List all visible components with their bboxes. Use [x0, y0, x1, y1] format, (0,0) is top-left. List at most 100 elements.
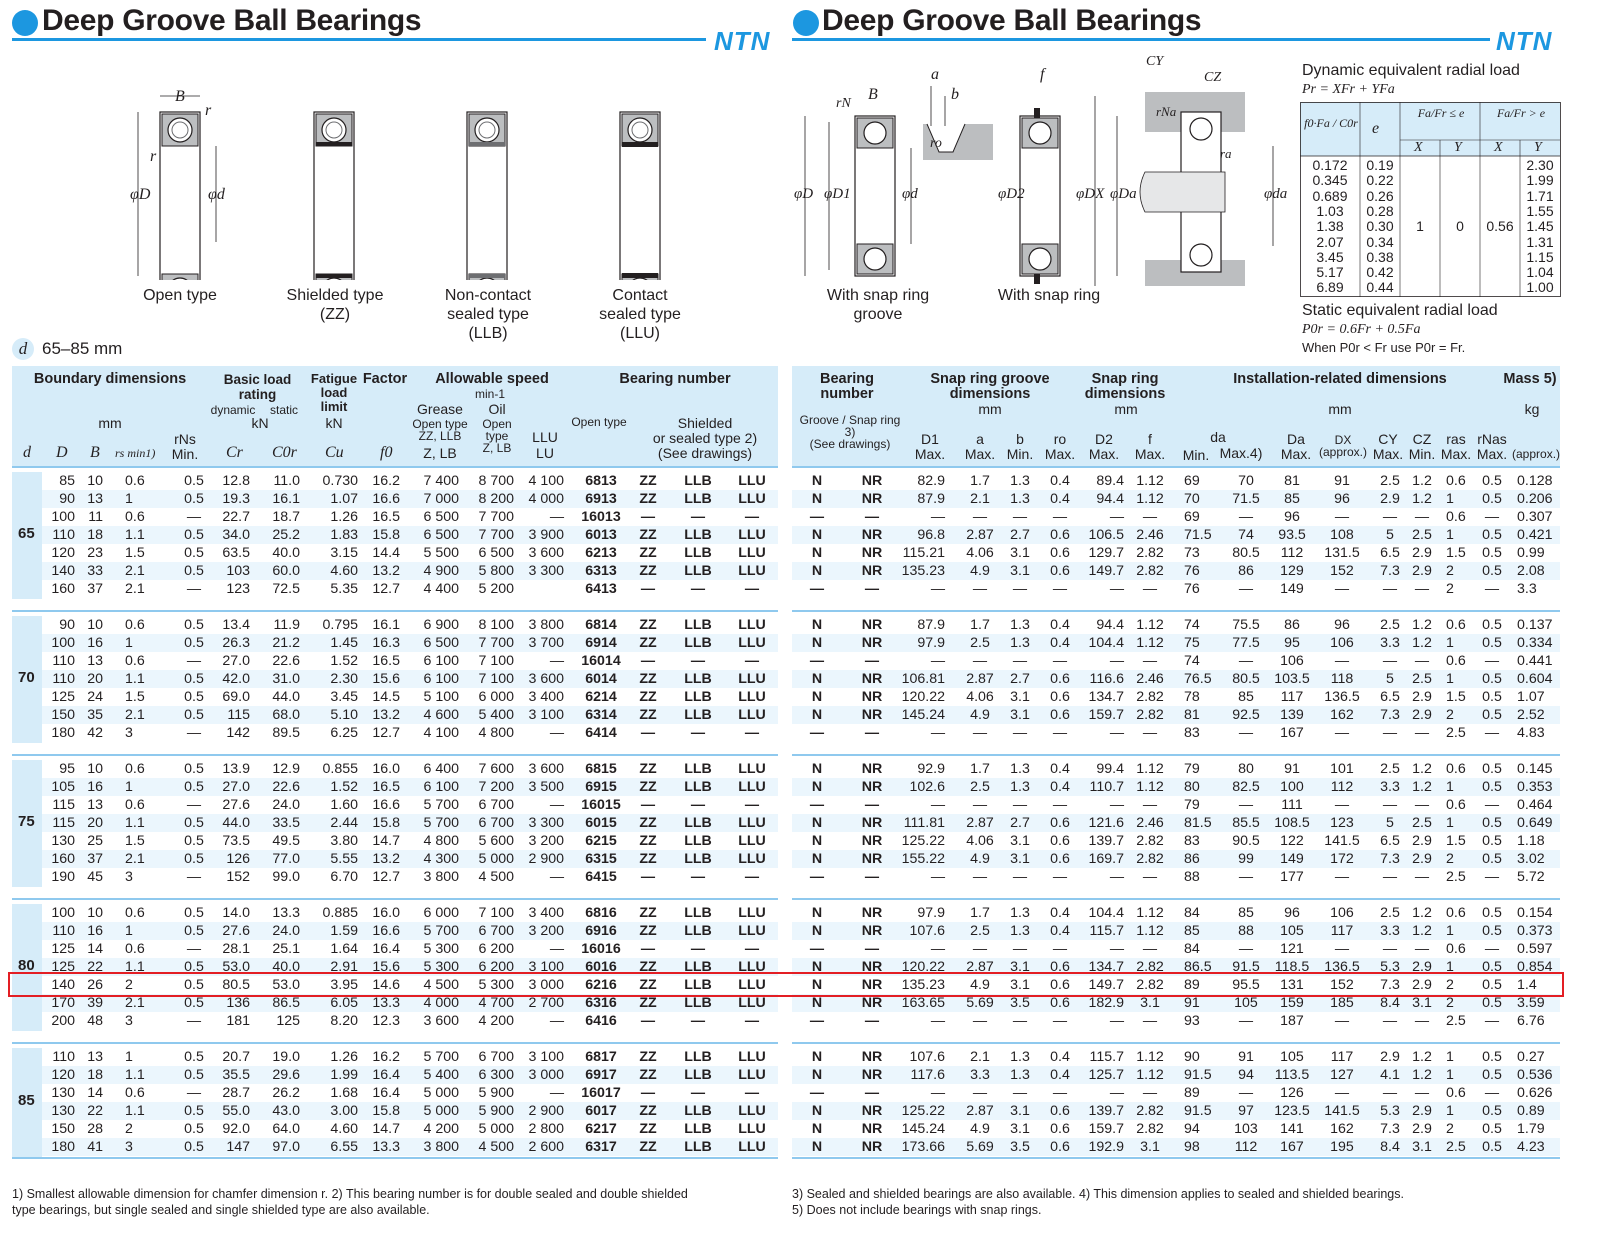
- group-separator: [12, 898, 778, 900]
- table-cell: 106.5: [1088, 526, 1124, 543]
- load-e-cell: 0.22: [1366, 172, 1394, 189]
- table-cell: 2 900: [528, 850, 564, 867]
- table-cell: 0.6: [1446, 940, 1466, 957]
- table-cell: —: [690, 580, 706, 597]
- table-cell: 0.5: [1482, 994, 1502, 1011]
- table-cell: 91: [1334, 473, 1350, 489]
- lh-llu: LLU: [532, 429, 558, 445]
- table-cell: 7 200: [478, 778, 514, 795]
- table-cell: 0.6: [1446, 905, 1466, 921]
- table-cell: 14.7: [372, 1120, 400, 1137]
- table-cell: 28.1: [222, 940, 250, 957]
- table-cell: LLB: [684, 832, 712, 849]
- table-cell: —: [809, 868, 825, 885]
- table-cell: 1.1: [125, 814, 145, 831]
- load-h-Y1: Y: [1454, 140, 1462, 155]
- table-cell: 0.795: [322, 617, 358, 633]
- table-cell: ZZ: [639, 688, 657, 705]
- table-cell: 1.2: [1412, 473, 1432, 489]
- table-cell: LLU: [738, 922, 766, 939]
- table-cell: 110: [52, 526, 75, 543]
- table-cell: ZZ: [639, 905, 657, 921]
- table-cell: 0.604: [1517, 670, 1553, 687]
- table-cell: 75.5: [1232, 617, 1260, 633]
- table-cell: 0.6: [125, 473, 145, 489]
- table-cell: 90.5: [1232, 832, 1260, 849]
- table-cell: 1: [125, 490, 133, 507]
- group-bore-label: 80: [18, 956, 35, 974]
- table-cell: 41: [87, 1138, 103, 1155]
- table-cell: —: [1382, 1084, 1398, 1101]
- table-cell: 1.5: [125, 688, 145, 705]
- table-cell: —: [640, 796, 656, 813]
- table-cell: 4.83: [1517, 724, 1545, 741]
- lh-rNs: rNs Min.: [171, 431, 199, 462]
- table-cell: 16.6: [372, 490, 400, 507]
- row-stripe: [42, 525, 778, 544]
- table-cell: —: [1382, 652, 1398, 669]
- table-cell: 16.6: [372, 796, 400, 813]
- table-cell: 80.5: [222, 976, 250, 993]
- table-cell: 4.9: [970, 706, 990, 723]
- table-cell: 2.82: [1136, 832, 1164, 849]
- table-cell: 3 800: [423, 1138, 459, 1155]
- group-d-cell: [12, 1048, 42, 1157]
- table-cell: 1.5: [125, 832, 145, 849]
- load-y2-cell: 2.30: [1526, 157, 1554, 173]
- bearing-number-cell: 6416: [585, 1012, 617, 1029]
- load-ratio-cell: 1.38: [1316, 218, 1344, 235]
- table-cell: 100: [51, 905, 75, 921]
- table-cell: LLB: [684, 814, 712, 831]
- table-cell: 0.626: [1517, 1084, 1553, 1101]
- table-cell: —: [549, 652, 564, 669]
- table-cell: 117: [1280, 688, 1304, 705]
- table-cell: 16.6: [372, 922, 400, 939]
- table-cell: 16.3: [372, 634, 400, 651]
- table-cell: 173.66: [901, 1138, 945, 1155]
- table-cell: 6 500: [423, 634, 459, 651]
- table-cell: 2.9: [1412, 976, 1432, 993]
- table-cell: 22.6: [272, 652, 300, 669]
- table-cell: LLU: [738, 1102, 766, 1119]
- table-cell: 99.4: [1096, 761, 1124, 777]
- table-cell: 0.5: [184, 706, 204, 723]
- table-cell: 16: [87, 778, 103, 795]
- table-cell: 4.60: [330, 562, 358, 579]
- table-cell: N: [811, 922, 823, 939]
- table-cell: 3 500: [528, 778, 564, 795]
- table-cell: ZZ: [639, 706, 657, 723]
- table-cell: 76: [1184, 562, 1200, 579]
- dim-label-b: b: [951, 86, 959, 103]
- table-cell: 2.87: [966, 526, 994, 543]
- table-cell: 2.9: [1412, 850, 1432, 867]
- table-cell: —: [1109, 724, 1124, 741]
- table-cell: 2.9: [1380, 490, 1400, 507]
- table-cell: 4.9: [970, 1120, 990, 1137]
- table-cell: 6 500: [423, 508, 459, 525]
- bearing-number-cell: 6317: [585, 1138, 617, 1155]
- table-cell: —: [972, 796, 988, 813]
- table-cell: 0.6: [1050, 706, 1070, 723]
- table-cell: 20: [87, 814, 103, 831]
- table-cell: 13.2: [372, 706, 400, 723]
- table-cell: 73.5: [222, 832, 250, 849]
- table-cell: 2.82: [1136, 850, 1164, 867]
- table-cell: —: [864, 868, 880, 885]
- table-cell: —: [744, 1012, 760, 1029]
- table-cell: —: [186, 724, 202, 741]
- table-cell: ZZ: [639, 1102, 657, 1119]
- table-cell: 130: [51, 1102, 75, 1119]
- table-cell: —: [1382, 1012, 1398, 1029]
- table-cell: 6 300: [478, 1066, 514, 1083]
- table-cell: LLB: [684, 1049, 712, 1065]
- table-cell: 1: [1446, 922, 1454, 939]
- table-cell: 1.12: [1136, 473, 1164, 489]
- row-stripe: [792, 957, 1560, 976]
- table-cell: 6.70: [330, 868, 358, 885]
- load-e-cell: 0.34: [1366, 233, 1394, 250]
- table-cell: 0.5: [1482, 1102, 1502, 1119]
- table-cell: 5.35: [330, 580, 358, 597]
- table-cell: 8 200: [478, 490, 514, 507]
- table-cell: 1.60: [330, 796, 358, 813]
- lh-fatigue-unit: kN: [325, 415, 343, 431]
